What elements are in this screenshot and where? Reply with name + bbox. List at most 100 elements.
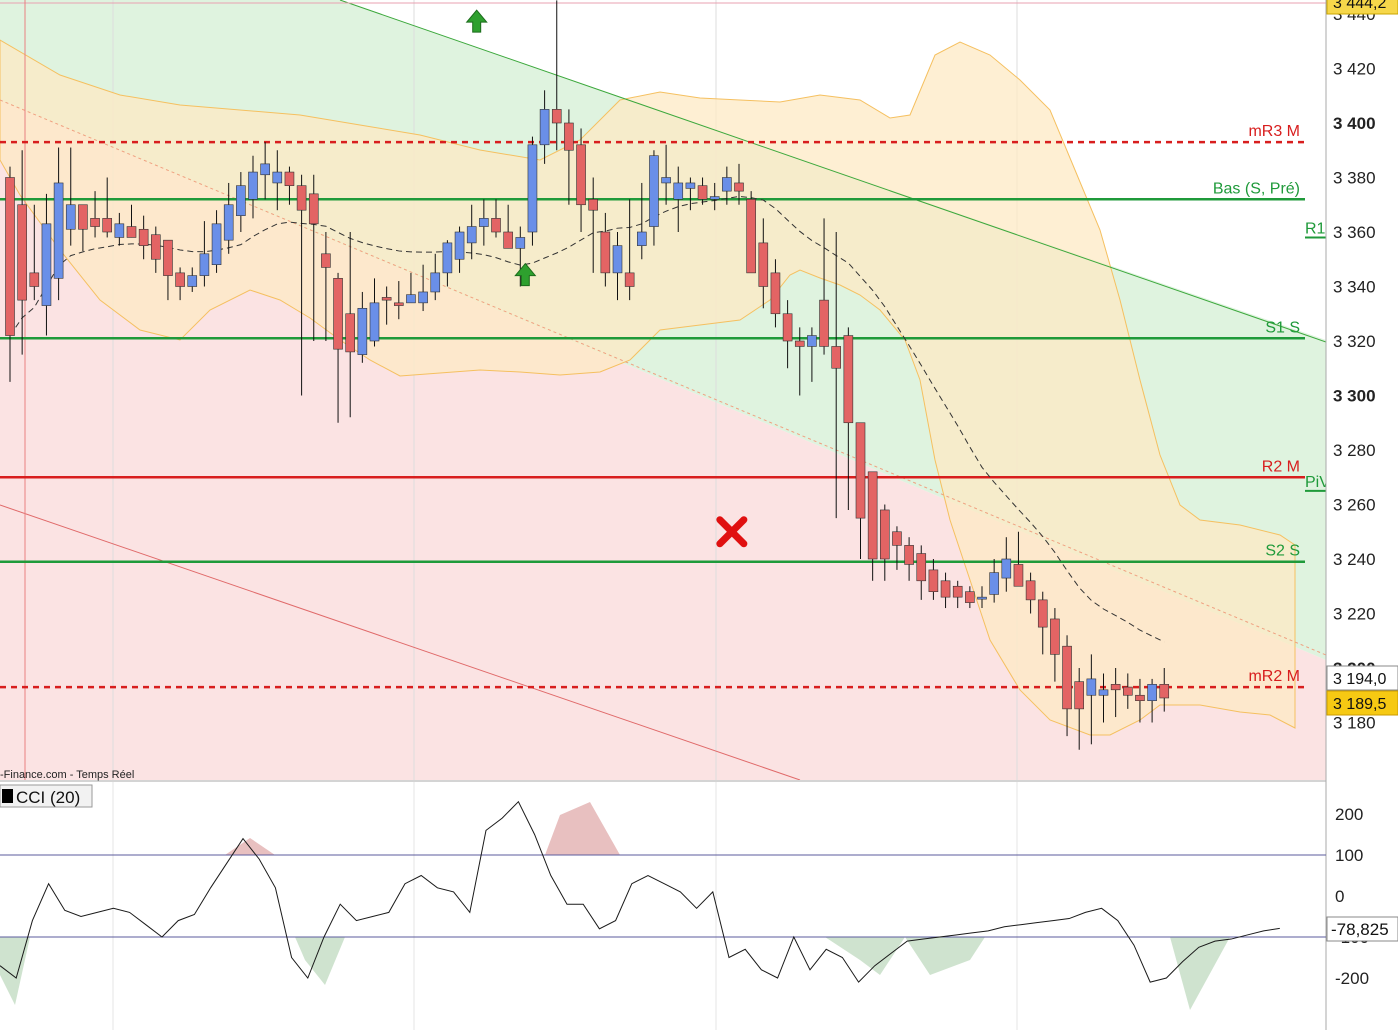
candle bbox=[29, 204, 40, 301]
candle bbox=[697, 177, 708, 205]
candle-body bbox=[90, 218, 100, 227]
cci-oversold-fill bbox=[295, 937, 345, 985]
candle-body bbox=[151, 234, 161, 260]
price-tick-label: 3 420 bbox=[1333, 60, 1376, 79]
cci-panel bbox=[0, 782, 1326, 1030]
candle bbox=[892, 526, 902, 570]
cross-stroke bbox=[716, 516, 748, 548]
candle bbox=[843, 327, 854, 510]
candle-body bbox=[551, 109, 562, 124]
candle-body bbox=[940, 580, 951, 598]
candle bbox=[831, 232, 842, 519]
candle bbox=[78, 204, 88, 252]
price-tick-label: 3 360 bbox=[1333, 223, 1376, 242]
level-label: mR2 M bbox=[1248, 668, 1300, 685]
candle bbox=[1147, 678, 1157, 723]
last-price-badge-text: 3 194,0 bbox=[1333, 671, 1386, 688]
candle bbox=[1135, 678, 1145, 723]
level-label: mR3 M bbox=[1248, 123, 1300, 140]
candle bbox=[503, 204, 513, 249]
price-tick-label: 3 320 bbox=[1333, 332, 1376, 351]
candle-body bbox=[576, 144, 586, 206]
candle-body bbox=[1147, 684, 1157, 701]
candle bbox=[491, 199, 501, 238]
price-tick-label: 3 380 bbox=[1333, 169, 1376, 188]
candle-body bbox=[163, 239, 173, 276]
candle-body bbox=[746, 199, 756, 274]
level-label: PiV bbox=[1305, 474, 1330, 491]
candle bbox=[296, 174, 307, 396]
candle bbox=[1013, 531, 1024, 587]
candle bbox=[479, 199, 489, 246]
candle-body bbox=[697, 185, 708, 200]
candle bbox=[879, 504, 890, 581]
candle-body bbox=[770, 272, 781, 315]
candle-body bbox=[236, 185, 246, 216]
candle bbox=[952, 580, 963, 609]
close-price-badge: 3 189,5 bbox=[1326, 690, 1398, 716]
candle-body bbox=[29, 272, 40, 287]
candle-body bbox=[722, 177, 732, 192]
candle-body bbox=[503, 231, 513, 249]
candle-body bbox=[223, 204, 234, 241]
candle bbox=[928, 559, 939, 600]
candle-body bbox=[114, 223, 125, 238]
candle bbox=[515, 226, 526, 287]
cci-legend-label: CCI (20) bbox=[16, 788, 80, 807]
candle bbox=[1062, 635, 1072, 737]
candle-body bbox=[17, 204, 27, 301]
candle bbox=[916, 545, 927, 600]
candle bbox=[442, 240, 453, 287]
candle-body bbox=[491, 218, 501, 233]
price-tick-label: 3 300 bbox=[1333, 387, 1376, 406]
candle-body bbox=[989, 572, 999, 595]
candle bbox=[965, 586, 975, 609]
price-tick-label: 3 260 bbox=[1333, 496, 1376, 515]
candle-body bbox=[1037, 599, 1048, 628]
candle bbox=[223, 182, 234, 254]
price-tick-label: 3 400 bbox=[1333, 114, 1376, 133]
candle bbox=[65, 147, 76, 246]
candle-body bbox=[515, 237, 526, 249]
last-price-badge-box bbox=[1326, 665, 1398, 691]
candle-body bbox=[454, 231, 465, 260]
candle bbox=[794, 327, 805, 396]
candle bbox=[272, 150, 283, 211]
candle-body bbox=[1074, 681, 1084, 710]
candle bbox=[381, 286, 392, 325]
candle bbox=[855, 422, 866, 559]
candle-body bbox=[187, 275, 198, 287]
level-label: S2 S bbox=[1265, 543, 1300, 560]
candle-body bbox=[65, 204, 76, 230]
candle bbox=[867, 471, 878, 581]
candle bbox=[321, 232, 331, 341]
candle-body bbox=[442, 242, 453, 274]
candles-layer bbox=[5, 0, 1170, 750]
candle bbox=[1074, 668, 1084, 750]
candle bbox=[369, 278, 380, 347]
candle bbox=[102, 177, 112, 238]
cci-legend[interactable]: CCI (20) bbox=[0, 784, 93, 808]
cci-tick-label: 0 bbox=[1335, 887, 1344, 906]
candle-body bbox=[1086, 678, 1097, 696]
candle bbox=[284, 166, 295, 205]
candle bbox=[260, 142, 270, 200]
candle-body bbox=[977, 596, 987, 600]
candle-body bbox=[855, 422, 866, 519]
top-price-badge-box bbox=[1326, 0, 1398, 15]
candle-body bbox=[1001, 558, 1012, 579]
candle-body bbox=[272, 171, 283, 184]
cci-overbought-fill bbox=[545, 802, 620, 855]
signal-arrow-up-icon bbox=[514, 262, 537, 287]
candle-body bbox=[357, 307, 368, 355]
candle bbox=[1123, 673, 1133, 709]
candle bbox=[539, 90, 550, 164]
candle-body bbox=[430, 272, 441, 293]
candle bbox=[673, 166, 684, 232]
candle-body bbox=[5, 177, 15, 336]
signal-cross-icon bbox=[716, 516, 748, 548]
candle-body bbox=[916, 553, 927, 582]
